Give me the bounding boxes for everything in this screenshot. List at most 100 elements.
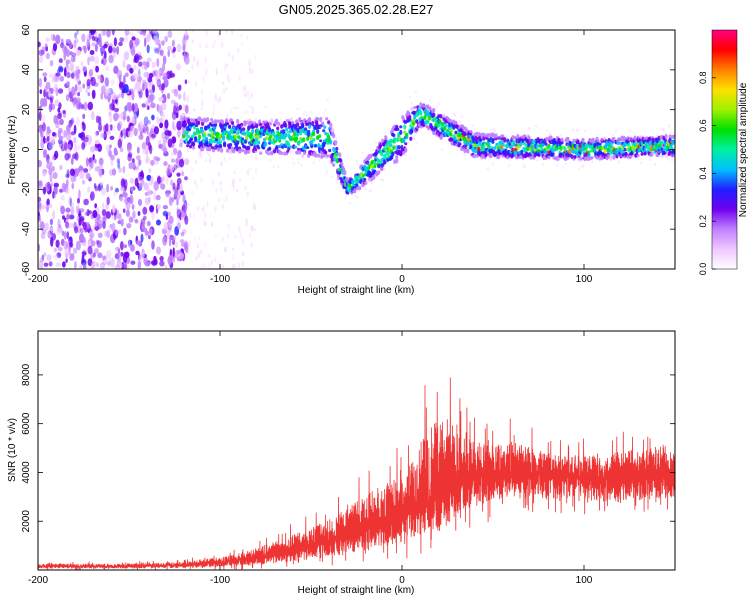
spectrogram-cell <box>301 153 305 158</box>
spectrogram-cell <box>190 166 194 171</box>
spectrogram-cell <box>98 220 102 225</box>
spectrogram-cell <box>415 119 419 124</box>
spectrogram-cell <box>183 91 186 99</box>
spectrogram-cell <box>221 264 224 269</box>
spectrogram-cell <box>90 76 96 87</box>
y-tick-label: -40 <box>21 222 32 237</box>
spectrogram-cell <box>143 116 149 126</box>
spectrogram-cell <box>38 217 42 223</box>
spectrogram-cell <box>374 141 377 145</box>
spectrogram-cell <box>118 229 122 234</box>
spectrogram-cell <box>508 158 512 162</box>
spectrogram-cell <box>247 145 251 150</box>
spectrogram-cell <box>254 140 258 145</box>
spectrogram-cell <box>463 153 467 157</box>
spectrogram-cell <box>226 234 230 238</box>
spectrogram-cell <box>176 172 181 177</box>
spectrogram-cell <box>551 151 555 157</box>
snr-series-line <box>38 377 675 570</box>
spectrogram-cell <box>304 110 307 114</box>
spectrogram-cell <box>306 146 310 150</box>
spectrogram-cell <box>98 116 102 125</box>
spectrogram-cell <box>108 150 113 158</box>
spectrogram-cell <box>184 104 189 114</box>
spectrogram-cell <box>62 215 66 220</box>
spectrogram-cell <box>108 223 113 233</box>
spectrogram-cell <box>403 124 407 130</box>
spectrogram-cell <box>514 150 518 155</box>
spectrogram-cell <box>147 105 150 110</box>
spectrogram-cell <box>183 51 186 62</box>
snr-marks <box>38 377 675 570</box>
spectrogram-cell <box>628 130 632 133</box>
spectrogram-cell <box>94 166 100 172</box>
spectrogram-cell <box>297 147 301 151</box>
spectrogram-cell <box>363 184 366 188</box>
spectrogram-cell <box>82 221 87 230</box>
spectrogram-cell <box>49 218 54 226</box>
spectrogram-cell <box>518 155 522 159</box>
spectrogram-cell <box>161 83 165 91</box>
spectrogram-cell <box>100 51 104 57</box>
spectrogram-cell <box>146 126 149 135</box>
spectrogram-cell <box>576 128 580 132</box>
spectrogram-cell <box>124 251 130 259</box>
spectrogram-cell <box>338 171 342 175</box>
spectrogram-cell <box>110 79 115 86</box>
spectrogram-cell <box>86 208 90 217</box>
spectrogram-cell <box>220 147 224 153</box>
spectrogram-cell <box>38 105 42 112</box>
spectrogram-cell <box>138 183 143 189</box>
spectrogram-cell <box>138 176 143 182</box>
spectrogram-cell <box>413 105 417 110</box>
spectrogram-cell <box>162 72 168 79</box>
spectrogram-cell <box>412 136 415 140</box>
spectrogram-cell <box>146 44 150 54</box>
spectrogram-cell <box>144 64 148 71</box>
spectrogram-cell <box>65 39 72 44</box>
spectrogram-cell <box>228 124 232 128</box>
spectrogram-cell <box>412 118 416 123</box>
spectrogram-cell <box>192 213 196 220</box>
spectrogram-cell <box>195 255 198 261</box>
spectrogram-cell <box>332 133 336 139</box>
spectrogram-cell <box>49 226 54 232</box>
spectrogram-cell <box>146 220 151 227</box>
spectrogram-cell <box>308 124 312 129</box>
spectrogram-cell <box>251 129 255 134</box>
spectrogram-cell <box>151 61 156 68</box>
spectrogram-cell <box>457 123 461 127</box>
spectrogram-cell <box>68 222 74 229</box>
spectrogram-cell <box>326 99 329 102</box>
spectrogram-cell <box>405 133 409 137</box>
spectrogram-cell <box>66 124 71 133</box>
spectrogram-cell <box>140 233 144 243</box>
spectrogram-cell <box>78 189 81 199</box>
spectrogram-cell <box>219 139 223 144</box>
spectrogram-cell <box>111 222 116 233</box>
spectrogram-cell <box>127 130 133 138</box>
spectrogram-cell <box>547 155 551 160</box>
y-tick-label: 0 <box>21 146 32 152</box>
spectrogram-cell <box>145 100 149 110</box>
spectrogram-cell <box>338 152 342 158</box>
spectrogram-cell <box>77 144 81 151</box>
spectrogram-cell <box>146 33 152 40</box>
spectrogram-cell <box>397 145 401 150</box>
spectrogram-cell <box>295 137 299 141</box>
spectrogram-cell <box>200 89 204 96</box>
spectrogram-cell <box>280 151 284 156</box>
spectrogram-cell <box>82 113 86 120</box>
spectrogram-cell <box>165 190 171 198</box>
spectrogram-cell <box>63 51 66 61</box>
spectrogram-cell <box>127 94 132 101</box>
spectrogram-cell <box>114 246 120 251</box>
spectrogram-cell <box>225 87 228 91</box>
spectrogram-cell <box>131 158 135 164</box>
spectrogram-cell <box>246 90 250 97</box>
spectrogram-cell <box>116 69 123 80</box>
spectrogram-cell <box>219 181 222 186</box>
colorbar-tick-label: 0.4 <box>698 167 708 180</box>
spectrogram-cell <box>246 191 249 198</box>
spectrogram-cell <box>108 124 111 133</box>
